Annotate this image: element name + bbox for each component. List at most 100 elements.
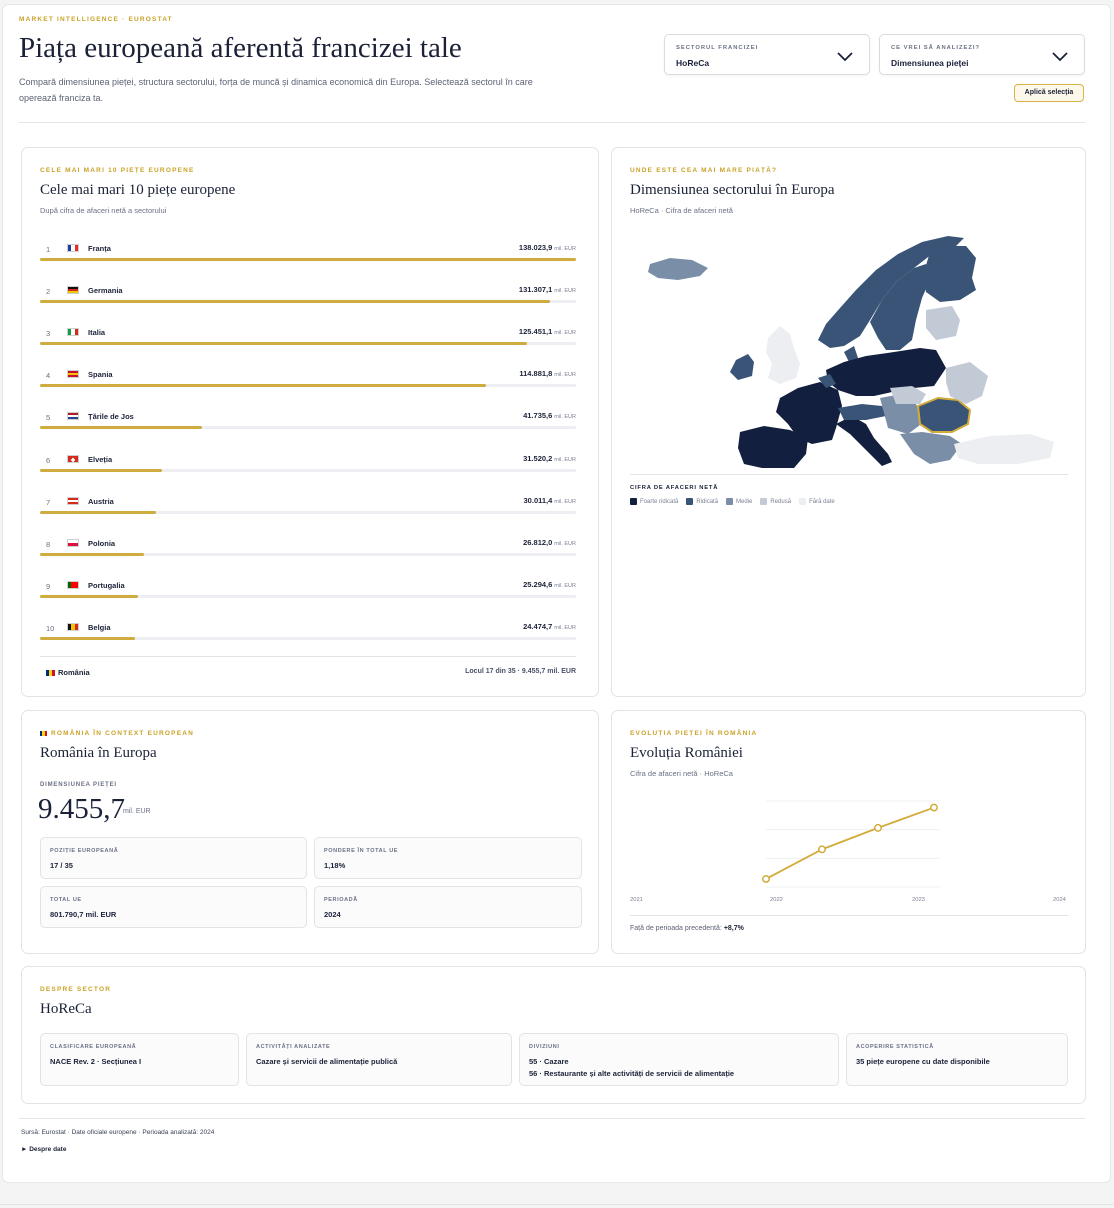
header-eyebrow: MARKET INTELLIGENCE · EUROSTAT: [19, 16, 173, 23]
country-flag-icon: [67, 286, 79, 295]
chart-point: [930, 803, 938, 812]
market-value-number: 25.294,6: [523, 579, 553, 589]
market-country-name: Franța: [88, 244, 111, 253]
country-flag-icon: [67, 412, 79, 421]
market-country-name: Italia: [88, 328, 106, 338]
country-flag-icon: [67, 496, 79, 505]
europe-map[interactable]: [630, 228, 1068, 468]
map-country-turkey: [954, 434, 1054, 464]
sector-tile-classification: Clasificare europeană NACE Rev. 2 · Secț…: [40, 1033, 239, 1086]
chart-point: [874, 823, 882, 832]
market-country-name: Spania: [88, 370, 113, 380]
sector-tile-activities: Activități analizate Cazare și servicii …: [246, 1033, 512, 1086]
market-row: 9 Portugalia 25.294,6 mil. EUR: [40, 579, 576, 609]
sector-select[interactable]: SECTORUL FRANCIZEI HoReCa: [664, 34, 870, 75]
market-value: 125.451,1 mil. EUR: [519, 327, 576, 336]
map-eyebrow: UNDE ESTE CEA MAI MARE PIAȚĂ?: [630, 167, 778, 174]
market-bar-fill: [40, 258, 576, 261]
map-country-baltics: [926, 306, 960, 340]
market-value-unit: mil. EUR: [554, 246, 576, 252]
tile-label: Poziție europeană: [50, 848, 119, 854]
map-country-alps: [838, 404, 886, 420]
tile-value: 1,18%: [324, 861, 346, 870]
chevron-down-icon: [1052, 52, 1068, 62]
market-size-unit: mil. EUR: [123, 808, 151, 815]
country-flag-icon: [67, 580, 79, 589]
tile-position: Poziție europeană 17 / 35: [40, 837, 307, 879]
market-value-number: 125.451,1: [518, 327, 553, 337]
market-bar-track: [40, 468, 576, 472]
map-country-finland: [924, 246, 976, 302]
market-bar-fill: [40, 510, 157, 514]
map-country-hungary: [890, 386, 926, 404]
bottom-divider: [0, 1204, 1114, 1205]
market-bar-track: [40, 258, 576, 261]
country-flag-icon: [67, 328, 79, 337]
about-data-toggle[interactable]: ► Despre date: [21, 1146, 67, 1153]
page-description: Compară dimensiunea pieței, structura se…: [19, 77, 533, 103]
market-value: 41.735,6 mil. EUR: [523, 411, 576, 420]
sector-tile-coverage: Acoperire statistică 35 piețe europene c…: [846, 1033, 1068, 1086]
market-bar-fill: [40, 594, 139, 598]
top10-subtitle: După cifra de afaceri netă a sectorului: [40, 206, 167, 215]
market-value-number: 31.520,2: [523, 453, 553, 463]
legend-item: Ridicată: [686, 498, 718, 505]
map-country-benelux: [818, 374, 836, 388]
romania-title: România în Europa: [40, 745, 157, 761]
legend-label: Foarte ridicată: [640, 498, 679, 505]
analysis-select[interactable]: CE VREI SĂ ANALIZEZI? Dimensiunea pieței: [879, 34, 1085, 75]
market-value-unit: mil. EUR: [554, 330, 576, 337]
map-country-iceland: [648, 258, 708, 280]
romania-flag-icon: [46, 669, 55, 676]
market-value: 25.294,6 mil. EUR: [523, 580, 576, 589]
evolution-title: Evoluția României: [630, 745, 743, 761]
market-rank: 8: [46, 539, 51, 549]
legend-swatch: [686, 498, 694, 505]
map-country-france: [776, 382, 842, 444]
market-value: 138.023,9 mil. EUR: [519, 243, 576, 252]
tile-label: Diviziuni: [529, 1044, 560, 1050]
map-country-italy: [836, 416, 892, 466]
country-flag-icon: [67, 244, 79, 252]
map-country-balkans: [900, 432, 962, 464]
sector-select-value: HoReCa: [676, 58, 710, 68]
market-value-unit: mil. EUR: [554, 456, 576, 463]
tile-label: Total UE: [50, 897, 82, 903]
legend-item: Fără date: [799, 498, 835, 505]
evolution-eyebrow: EVOLUȚIA PIEȚEI ÎN ROMÂNIA: [630, 730, 758, 737]
market-value-number: 138.023,9: [518, 243, 553, 252]
market-value-number: 114.881,8: [519, 369, 553, 379]
map-legend: Foarte ridicată Ridicată Medie Redusă Fără d…: [630, 498, 835, 505]
footer-divider: [19, 1118, 1085, 1119]
division-line: 55 · Cazare: [529, 1057, 569, 1066]
market-value: 31.520,2 mil. EUR: [523, 454, 576, 463]
legend-label: Redusă: [770, 498, 792, 505]
evolution-chart: [762, 800, 940, 888]
chevron-down-icon: [837, 52, 853, 62]
legend-label: Fără date: [809, 498, 835, 505]
market-rank: 7: [46, 497, 51, 507]
market-bar-track: [40, 510, 576, 514]
market-row: 8 Polonia 26.812,0 mil. EUR: [40, 537, 576, 567]
market-bar-fill: [40, 636, 135, 640]
market-rank: 9: [46, 581, 51, 591]
legend-item: Medie: [726, 498, 752, 505]
country-flag-icon: [67, 454, 79, 463]
apply-selection-button[interactable]: Aplică selecția: [1014, 84, 1084, 102]
market-rank: 1: [46, 245, 51, 254]
map-country-romania: [916, 396, 972, 433]
market-bar-track: [40, 300, 576, 304]
market-value: 26.812,0 mil. EUR: [523, 538, 576, 547]
market-rank: 2: [46, 287, 51, 297]
map-divider: [630, 474, 1068, 475]
market-bar-fill: [40, 468, 163, 472]
tile-value: 801.790,7 mil. EUR: [50, 910, 117, 919]
market-bar-fill: [40, 384, 486, 388]
evolution-card: EVOLUȚIA PIEȚEI ÎN ROMÂNIA Evoluția Româ…: [611, 710, 1086, 954]
chart-point: [818, 845, 826, 854]
market-rank: 3: [46, 329, 51, 339]
market-value-number: 24.474,7: [523, 621, 553, 631]
map-country-norway: [818, 236, 964, 348]
country-flag-icon: [67, 370, 79, 379]
market-country-name: Polonia: [88, 538, 116, 548]
